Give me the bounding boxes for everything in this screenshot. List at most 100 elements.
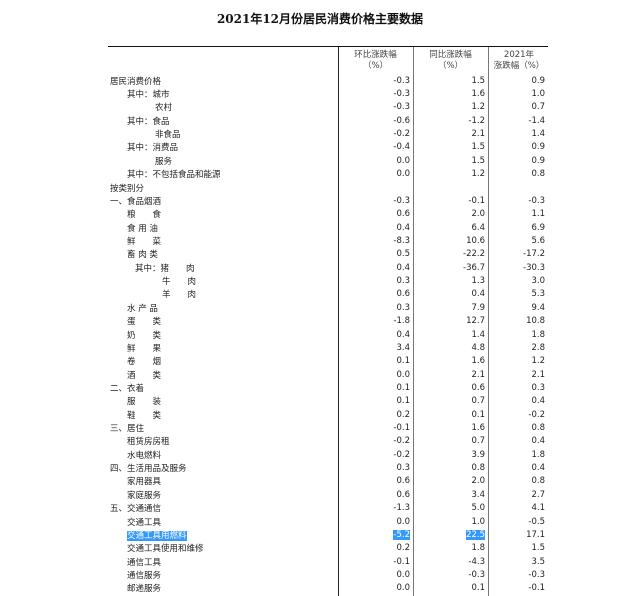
row-label[interactable]: 其中：食品 [108, 115, 338, 127]
row-label[interactable]: 鲜 菜 [108, 235, 338, 247]
row-label[interactable]: 家用器具 [108, 475, 338, 487]
row-label[interactable]: 服 装 [108, 395, 338, 407]
cell-yoy[interactable]: 1.6 [413, 423, 488, 433]
cell-yoy[interactable]: 2.1 [413, 129, 488, 139]
cell-ytd[interactable]: 4.1 [488, 503, 548, 513]
cell-ytd[interactable]: 0.4 [488, 463, 548, 473]
cell-yoy[interactable]: 1.0 [413, 517, 488, 527]
cell-mom[interactable]: -5.2 [338, 529, 413, 540]
cell-ytd[interactable]: 1.8 [488, 330, 548, 340]
cell-yoy[interactable]: 1.6 [413, 89, 488, 99]
cell-mom[interactable]: 0.2 [338, 410, 413, 420]
cell-ytd[interactable]: 0.9 [488, 76, 548, 86]
row-label[interactable]: 家庭服务 [108, 489, 338, 501]
row-label[interactable]: 其中：消费品 [108, 141, 338, 153]
cell-ytd[interactable]: 1.2 [488, 356, 548, 366]
row-label[interactable]: 邮递服务 [108, 582, 338, 594]
cell-yoy[interactable]: 0.1 [413, 410, 488, 420]
row-label[interactable]: 居民消费价格 [108, 75, 338, 87]
cell-yoy[interactable]: 3.4 [413, 490, 488, 500]
cell-ytd[interactable]: -1.4 [488, 116, 548, 126]
cell-mom[interactable]: -8.3 [338, 236, 413, 246]
row-label[interactable]: 其中：猪 肉 [108, 262, 338, 274]
cell-yoy[interactable]: 0.7 [413, 436, 488, 446]
cell-yoy[interactable]: 0.7 [413, 396, 488, 406]
cell-yoy[interactable]: 1.3 [413, 276, 488, 286]
row-label[interactable]: 食 用 油 [108, 222, 338, 234]
cell-ytd[interactable]: 6.9 [488, 223, 548, 233]
cell-yoy[interactable]: -0.1 [413, 196, 488, 206]
cell-ytd[interactable]: 0.4 [488, 436, 548, 446]
cell-ytd[interactable]: 1.0 [488, 89, 548, 99]
cell-yoy[interactable]: 7.9 [413, 303, 488, 313]
row-label[interactable]: 非食品 [108, 128, 338, 140]
row-label[interactable]: 卷 烟 [108, 355, 338, 367]
row-label[interactable]: 鲜 果 [108, 342, 338, 354]
cell-mom[interactable]: 0.6 [338, 209, 413, 219]
cell-ytd[interactable]: -30.3 [488, 263, 548, 273]
row-label[interactable]: 交通工具 [108, 516, 338, 528]
cell-ytd[interactable]: 17.1 [488, 530, 548, 540]
cell-mom[interactable]: 0.4 [338, 263, 413, 273]
row-label[interactable]: 蛋 类 [108, 315, 338, 327]
cell-mom[interactable]: -0.3 [338, 102, 413, 112]
cell-mom[interactable]: 0.1 [338, 356, 413, 366]
row-label[interactable]: 交通工具用燃料 [108, 529, 338, 541]
row-label[interactable]: 畜 肉 类 [108, 248, 338, 260]
cell-mom[interactable]: -0.6 [338, 116, 413, 126]
cell-ytd[interactable]: 1.8 [488, 450, 548, 460]
cell-yoy[interactable]: 1.8 [413, 543, 488, 553]
cell-ytd[interactable]: 5.3 [488, 289, 548, 299]
cell-ytd[interactable]: 0.9 [488, 142, 548, 152]
row-label[interactable]: 三、居住 [108, 422, 338, 434]
cell-ytd[interactable]: 1.5 [488, 543, 548, 553]
cell-yoy[interactable]: 10.6 [413, 236, 488, 246]
cell-yoy[interactable]: -4.3 [413, 557, 488, 567]
cell-mom[interactable]: -0.3 [338, 196, 413, 206]
cell-mom[interactable]: 0.1 [338, 383, 413, 393]
row-label[interactable]: 通信服务 [108, 569, 338, 581]
row-label[interactable]: 租赁房房租 [108, 435, 338, 447]
cell-mom[interactable]: -1.8 [338, 316, 413, 326]
cell-ytd[interactable]: 0.7 [488, 102, 548, 112]
cell-mom[interactable]: 0.4 [338, 330, 413, 340]
cell-mom[interactable]: 0.0 [338, 583, 413, 593]
cell-mom[interactable]: 0.0 [338, 370, 413, 380]
cell-yoy[interactable]: 12.7 [413, 316, 488, 326]
cell-yoy[interactable]: 0.1 [413, 583, 488, 593]
cell-mom[interactable]: 0.5 [338, 249, 413, 259]
cell-mom[interactable]: -0.3 [338, 76, 413, 86]
row-label[interactable]: 按类别分 [108, 182, 338, 194]
cell-ytd[interactable]: 2.1 [488, 370, 548, 380]
cell-ytd[interactable]: 0.8 [488, 476, 548, 486]
row-label[interactable]: 羊 肉 [108, 288, 338, 300]
cell-mom[interactable]: 0.0 [338, 169, 413, 179]
cell-mom[interactable]: 3.4 [338, 343, 413, 353]
cell-ytd[interactable]: 10.8 [488, 316, 548, 326]
cell-yoy[interactable]: 1.4 [413, 330, 488, 340]
row-label[interactable]: 农村 [108, 101, 338, 113]
cell-ytd[interactable]: 2.8 [488, 343, 548, 353]
cell-ytd[interactable]: 1.1 [488, 209, 548, 219]
row-label[interactable]: 五、交通通信 [108, 502, 338, 514]
cell-mom[interactable]: -0.2 [338, 436, 413, 446]
cell-yoy[interactable]: 0.8 [413, 463, 488, 473]
cell-yoy[interactable]: 2.1 [413, 370, 488, 380]
cell-mom[interactable]: 0.3 [338, 463, 413, 473]
cell-mom[interactable]: 0.0 [338, 570, 413, 580]
cell-yoy[interactable]: 4.8 [413, 343, 488, 353]
cell-ytd[interactable]: 3.5 [488, 557, 548, 567]
cell-mom[interactable]: 0.3 [338, 303, 413, 313]
cell-mom[interactable]: 0.1 [338, 396, 413, 406]
row-label[interactable]: 其中：不包括食品和能源 [108, 168, 338, 180]
cell-ytd[interactable]: 0.4 [488, 396, 548, 406]
cell-mom[interactable]: 0.6 [338, 476, 413, 486]
cell-ytd[interactable]: 0.8 [488, 423, 548, 433]
cell-mom[interactable]: 0.6 [338, 289, 413, 299]
row-label[interactable]: 其中：城市 [108, 88, 338, 100]
cell-ytd[interactable]: -0.3 [488, 570, 548, 580]
row-label[interactable]: 牛 肉 [108, 275, 338, 287]
cell-mom[interactable]: 0.3 [338, 276, 413, 286]
row-label[interactable]: 酒 类 [108, 369, 338, 381]
cell-yoy[interactable]: 1.2 [413, 102, 488, 112]
